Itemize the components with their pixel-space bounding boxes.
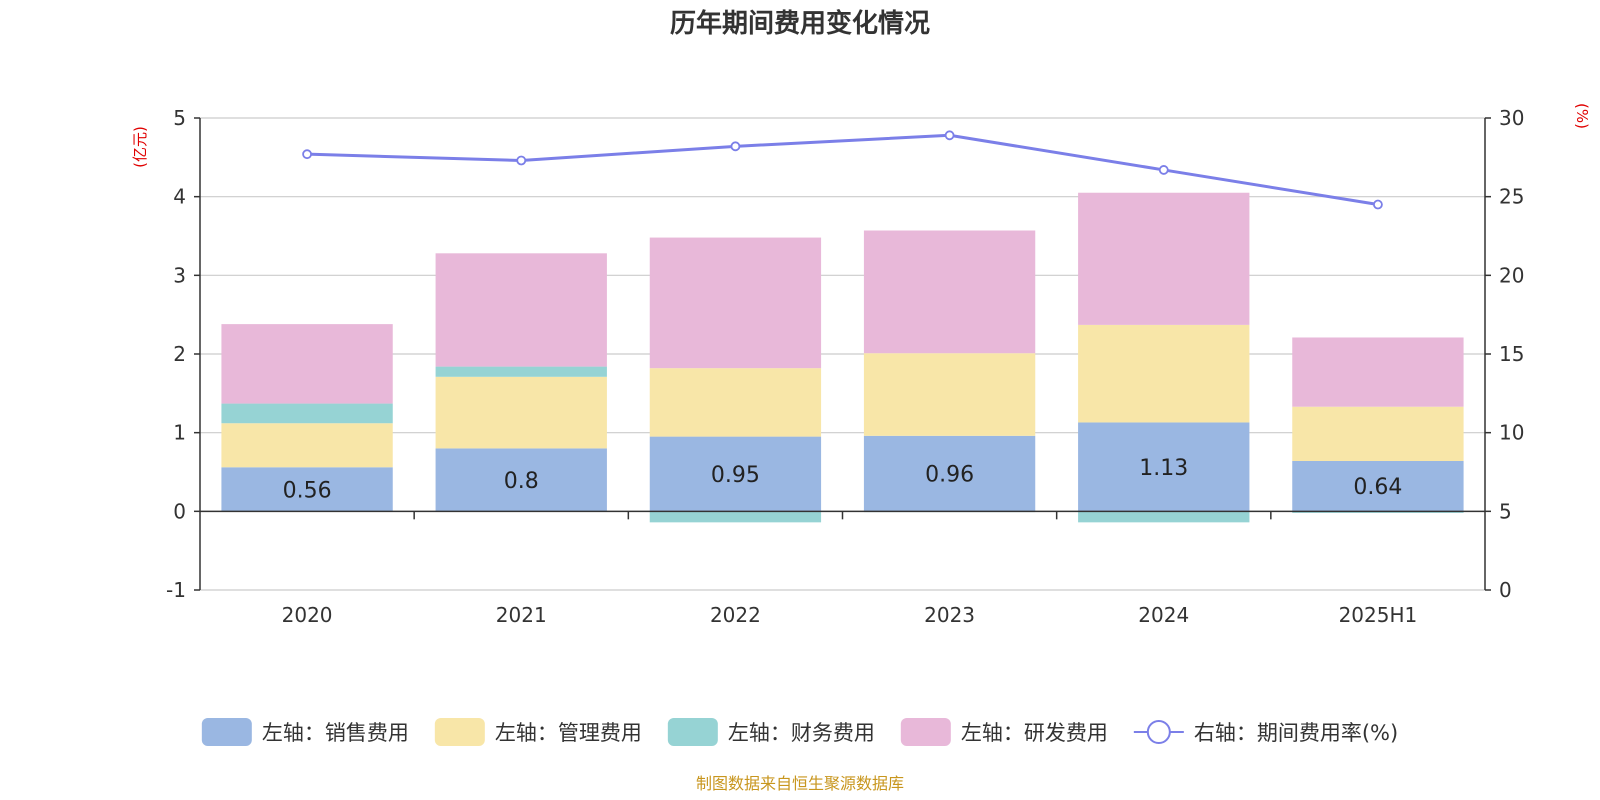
bar-segment — [649, 436, 822, 512]
bar-data-label: 0.64 — [1353, 475, 1402, 500]
bar-data-label: 1.13 — [1139, 456, 1188, 481]
bar-segment — [221, 467, 393, 512]
source-note: 制图数据来自恒生聚源数据库 — [696, 774, 904, 793]
x-axis-tick-label: 2022 — [710, 603, 761, 627]
bar-segment — [1292, 460, 1464, 512]
legend: 左轴：销售费用 左轴：管理费用 左轴：财务费用 左轴：研发费用 右轴：期间费用率(%) — [201, 718, 1398, 746]
bar-labels: 0.56 0.8 0.95 0.96 1.13 0.64 — [283, 456, 1403, 503]
right-axis-tick-label: 25 — [1499, 185, 1524, 209]
bar-segment — [221, 324, 393, 404]
rate-line-point — [944, 130, 955, 141]
right-axis-tick-label: 15 — [1499, 342, 1524, 366]
bar-segment — [863, 435, 1036, 512]
bar-segment — [649, 511, 822, 523]
right-axis-tick-label: 0 — [1499, 578, 1512, 602]
left-axis-tick-label: 5 — [173, 106, 186, 130]
legend-item[interactable]: 右轴：期间费用率(%) — [1133, 720, 1398, 745]
bars — [221, 192, 1464, 523]
legend-swatch — [667, 718, 718, 746]
x-axis-tick-label: 2023 — [924, 603, 975, 627]
legend-label: 左轴：销售费用 — [262, 721, 409, 745]
legend-marker — [1146, 720, 1171, 744]
bar-segment — [435, 448, 607, 512]
right-axis-unit: (%) — [1573, 103, 1591, 129]
bar-segment — [1078, 422, 1250, 512]
legend-item[interactable]: 左轴：研发费用 — [900, 718, 1108, 746]
legend-item[interactable]: 左轴：财务费用 — [667, 718, 875, 746]
bar-segment — [1292, 337, 1464, 407]
bar-segment — [1078, 511, 1250, 523]
legend-label: 右轴：期间费用率(%) — [1194, 721, 1398, 745]
left-axis-tick-label: 1 — [173, 421, 186, 445]
legend-swatch — [434, 718, 485, 746]
bar-segment — [1078, 324, 1250, 423]
bar-segment — [1078, 192, 1250, 325]
axes: -1 0 1 2 3 4 5 0 5 10 15 20 25 30 2020 2021 2022 2023 2024… — [166, 106, 1524, 627]
legend-label: 左轴：管理费用 — [495, 721, 642, 745]
rate-line-point — [730, 141, 741, 152]
bar-data-label: 0.8 — [504, 469, 539, 494]
bar-segment — [435, 253, 607, 367]
legend-label: 左轴：研发费用 — [961, 721, 1108, 745]
bar-segment — [649, 368, 822, 437]
legend-item[interactable]: 左轴：管理费用 — [434, 718, 642, 746]
legend-swatch — [201, 718, 252, 746]
bar-segment — [1292, 406, 1464, 461]
rate-line-point — [302, 149, 312, 160]
bar-segment — [863, 353, 1036, 436]
bar-data-label: 0.96 — [925, 463, 974, 488]
bar-segment — [435, 376, 607, 449]
bar-segment — [435, 366, 607, 377]
right-axis-tick-label: 10 — [1499, 421, 1524, 445]
bar-segment — [1292, 511, 1464, 513]
x-axis-tick-label: 2024 — [1138, 603, 1189, 627]
right-axis-tick-label: 5 — [1499, 499, 1512, 523]
rate-line-point — [1373, 199, 1383, 210]
right-axis-tick-label: 20 — [1499, 263, 1524, 287]
bar-data-label: 0.95 — [711, 463, 760, 488]
bar-segment — [221, 423, 393, 468]
left-axis-tick-label: 2 — [173, 342, 186, 366]
left-axis-tick-label: -1 — [166, 578, 186, 602]
left-axis-tick-label: 3 — [173, 263, 186, 287]
bar-segment — [649, 237, 822, 369]
bar-segment — [863, 230, 1036, 354]
legend-label: 左轴：财务费用 — [728, 721, 875, 745]
right-axis-tick-label: 30 — [1499, 106, 1524, 130]
chart-title: 历年期间费用变化情况 — [670, 8, 930, 39]
rate-line-point — [516, 155, 527, 166]
left-axis-tick-label: 4 — [173, 185, 186, 209]
legend-swatch — [900, 718, 951, 746]
legend-item[interactable]: 左轴：销售费用 — [201, 718, 409, 746]
x-axis-tick-label: 2021 — [496, 603, 547, 627]
bar-segment — [221, 403, 393, 424]
rate-line-path — [307, 133, 1379, 207]
left-axis-unit: (亿元) — [131, 126, 149, 168]
x-axis-tick-label: 2020 — [282, 603, 333, 627]
x-axis-tick-label: 2025H1 — [1339, 603, 1418, 627]
rate-line — [302, 130, 1383, 210]
rate-line-point — [1158, 165, 1169, 175]
left-axis-tick-label: 0 — [173, 499, 186, 523]
bar-data-label: 0.56 — [283, 478, 332, 503]
